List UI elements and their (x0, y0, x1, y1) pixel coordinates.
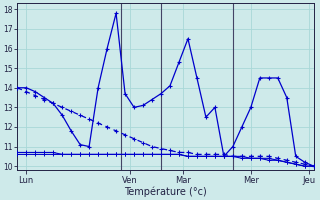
X-axis label: Température (°c): Température (°c) (124, 186, 207, 197)
